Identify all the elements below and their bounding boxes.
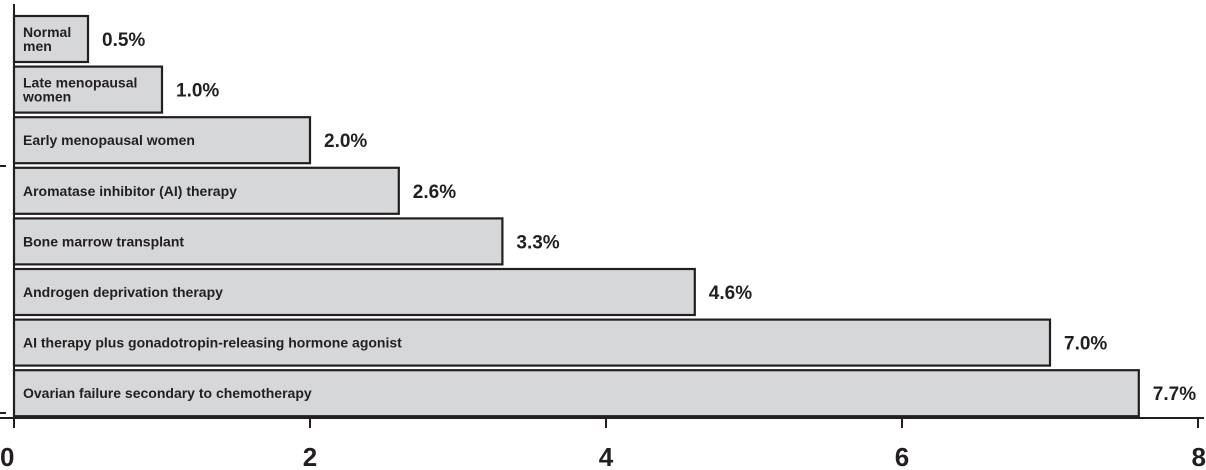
value-label: 7.7%	[1153, 384, 1196, 405]
bar-group: Late menopausal women 1.0%	[12, 65, 219, 114]
bar-label-line: Normal	[23, 24, 71, 40]
bar	[12, 267, 696, 317]
value-label: 2.0%	[324, 131, 367, 152]
x-tick-label: 0	[0, 442, 14, 470]
bar	[12, 318, 1052, 367]
bar-group: Normal men 0.5%	[12, 14, 145, 64]
value-label: 0.5%	[102, 30, 145, 51]
value-label: 4.6%	[709, 283, 752, 304]
bar-label: Early menopausal women	[23, 132, 195, 148]
bar	[12, 369, 1140, 418]
value-label: 7.0%	[1064, 334, 1107, 355]
x-tick-label: 2	[303, 442, 317, 470]
bar	[12, 116, 312, 165]
bar	[12, 65, 164, 114]
x-tick-label: 6	[895, 442, 909, 470]
bar-group: AI therapy plus gonadotropin-releasing h…	[12, 318, 1107, 367]
bar-label: Normal men	[23, 24, 71, 54]
value-label: 1.0%	[176, 81, 219, 102]
bar-label-line: men	[23, 38, 52, 54]
bar-label: Aromatase inhibitor (AI) therapy	[23, 183, 237, 199]
bar-label: Ovarian failure secondary to chemotherap…	[23, 385, 312, 401]
bar-label: Androgen deprivation therapy	[23, 284, 223, 300]
x-axis: 0 2 4 6 8	[0, 4, 1206, 470]
bar	[12, 217, 504, 266]
value-label: 2.6%	[413, 182, 456, 203]
bar-label-line: women	[22, 89, 71, 105]
bar-group: Bone marrow transplant 3.3%	[12, 217, 560, 266]
bar-group: Early menopausal women 2.0%	[12, 116, 367, 165]
bar-label: AI therapy plus gonadotropin-releasing h…	[23, 335, 402, 351]
x-tick-label: 8	[1192, 442, 1206, 470]
bars-layer: Normal men 0.5% Late menopausal women 1.0% Ear…	[12, 14, 1196, 418]
value-label: 3.3%	[516, 232, 559, 253]
bar-label: Bone marrow transplant	[23, 233, 184, 249]
bar-group: Aromatase inhibitor (AI) therapy 2.6%	[12, 166, 456, 215]
x-tick-label: 4	[599, 442, 614, 470]
bar-label: Late menopausal women	[22, 75, 137, 105]
bar-group: Ovarian failure secondary to chemotherap…	[12, 369, 1196, 418]
bar-group: Androgen deprivation therapy 4.6%	[12, 267, 752, 317]
bar-label-line: Late menopausal	[23, 75, 137, 91]
